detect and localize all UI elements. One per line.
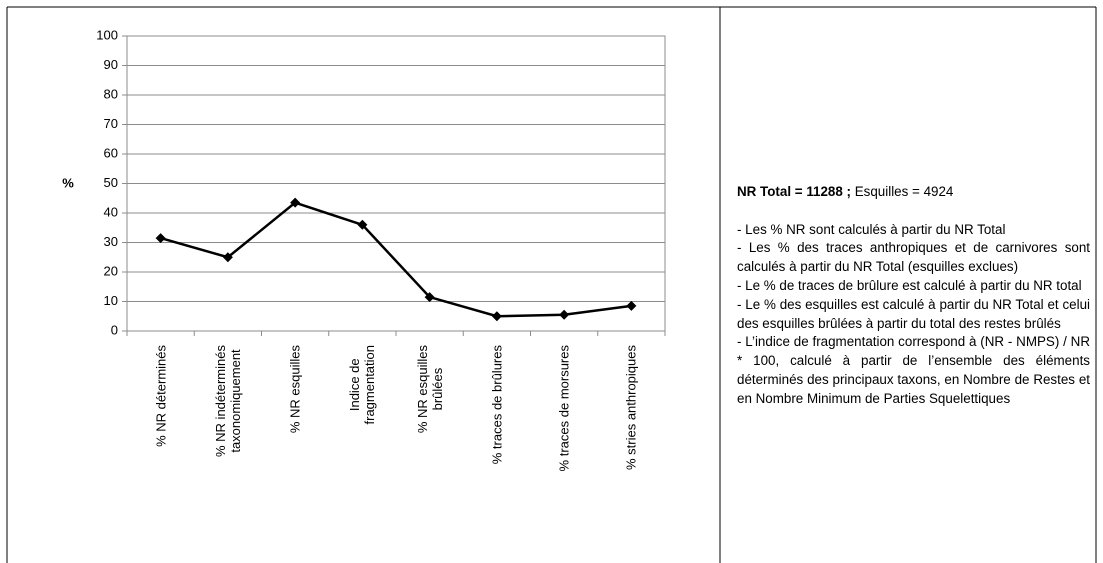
marker: [626, 300, 637, 311]
marker: [222, 252, 233, 263]
y-tick-label: 60: [104, 145, 118, 160]
y-tick-label: 80: [104, 86, 118, 101]
y-tick-label: 30: [104, 234, 118, 249]
x-tick-label: % NR esquilles brûlées: [414, 345, 445, 434]
marker: [357, 219, 368, 230]
x-tick-label: % NR indéterminés taxonomiquement: [212, 345, 243, 457]
heading-bold: NR Total = 11288 ;: [737, 184, 851, 199]
marker: [491, 311, 502, 322]
y-tick-label: 50: [104, 175, 118, 190]
x-tick-label: Indice de fragmentation: [347, 345, 378, 425]
x-tick-label: % stries anthropiques: [623, 345, 639, 471]
y-tick-label: 100: [96, 27, 118, 42]
marker: [155, 233, 166, 244]
y-axis-label: %: [62, 175, 74, 190]
y-tick-label: 40: [104, 204, 118, 219]
heading-rest: Esquilles = 4924: [854, 184, 954, 199]
marker: [424, 292, 435, 303]
notes-heading: NR Total = 11288 ; Esquilles = 4924: [737, 183, 1090, 202]
note-item: - Les % NR sont calculés à partir du NR …: [737, 221, 1006, 237]
marker: [559, 309, 570, 320]
marker: [290, 197, 301, 208]
y-tick-label: 10: [104, 293, 118, 308]
y-tick-label: 70: [104, 116, 118, 131]
x-tick-label: % traces de morsures: [556, 345, 572, 472]
note-item: - Le % des esquilles est calculé à parti…: [737, 296, 1090, 331]
y-tick-label: 20: [104, 263, 118, 278]
x-tick-label: % NR esquilles: [287, 345, 303, 434]
note-item: - Le % de traces de brûlure est calculé …: [737, 277, 1082, 293]
note-item: - Les % des traces anthropiques et de ca…: [737, 240, 1090, 275]
y-tick-label: 0: [111, 322, 118, 337]
note-item: - L’indice de fragmentation correspond à…: [737, 334, 1090, 406]
x-tick-label: % traces de brûlures: [489, 345, 505, 465]
x-tick-label: % NR déterminés: [153, 345, 169, 447]
notes: NR Total = 11288 ; Esquilles = 4924 - Le…: [737, 183, 1090, 409]
line: [160, 201, 632, 318]
y-tick-label: 90: [104, 57, 118, 72]
